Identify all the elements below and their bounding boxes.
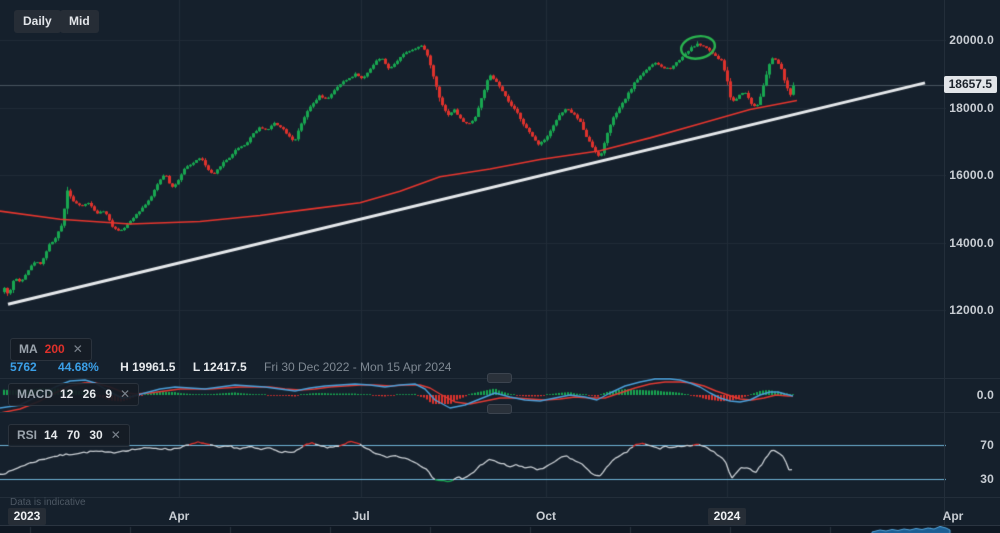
time-axis-label-oct: Oct	[535, 509, 556, 523]
low-value: L 12417.5	[192, 360, 247, 374]
macd-zero-label: 0.0	[976, 388, 994, 402]
ma-label: MA	[19, 342, 38, 356]
price-axis-label: 14000.0	[949, 235, 994, 250]
rsi-panel-canvas[interactable]	[0, 412, 946, 497]
price-axis-label: 20000.0	[949, 33, 994, 47]
price-axis-label: 18000.0	[949, 100, 994, 115]
last-price-badge: 18657.5	[943, 76, 997, 94]
timeframe-mid-button[interactable]: Mid	[60, 10, 99, 33]
time-axis-label-apr: Apr	[168, 509, 190, 523]
rsi-label: RSI	[17, 428, 38, 442]
ma-period: 200	[44, 342, 65, 356]
price-chart-canvas[interactable]	[0, 0, 946, 378]
macd-params: 12 26 9	[60, 387, 113, 401]
price-axis-label: 12000.0	[949, 303, 994, 317]
ma-indicator-chip[interactable]: MA 200 ✕	[10, 338, 92, 361]
macd-panel-canvas[interactable]	[0, 378, 946, 412]
timeframe-daily-button[interactable]: Daily	[14, 10, 61, 33]
time-axis-label-apr: Apr	[942, 509, 964, 523]
time-axis-label-jul: Jul	[352, 509, 370, 523]
macd-indicator-chip[interactable]: MACD 12 26 9 ✕	[8, 383, 140, 406]
price-axis-label: 16000.0	[949, 168, 994, 182]
date-range: Fri 30 Dec 2022 - Mon 15 Apr 2024	[264, 360, 452, 374]
panel-divider	[0, 497, 1000, 498]
rsi-upper-label: 70	[980, 437, 994, 452]
time-axis-label-2023: 2023	[0, 508, 57, 525]
time-axis-label-2024: 2024	[697, 508, 757, 525]
rsi-resize-handle[interactable]	[487, 404, 512, 414]
price-axis: 20000.0 18000.0 16000.0 14000.0 12000.0	[944, 0, 1000, 525]
change-percent: 44.68%	[58, 360, 99, 374]
macd-resize-handle[interactable]	[487, 373, 512, 383]
ma-close-icon[interactable]: ✕	[72, 342, 83, 356]
high-value: H 19961.5	[120, 360, 176, 374]
rsi-params: 14 70 30	[44, 428, 103, 442]
macd-close-icon[interactable]: ✕	[120, 387, 131, 401]
timeline-minimap	[0, 526, 1000, 533]
rsi-lower-label: 30	[980, 471, 994, 486]
bars-count: 5762	[10, 360, 37, 374]
rsi-close-icon[interactable]: ✕	[110, 428, 121, 442]
rsi-indicator-chip[interactable]: RSI 14 70 30 ✕	[8, 424, 130, 447]
macd-label: MACD	[17, 387, 53, 401]
disclaimer-text: Data is indicative	[10, 497, 86, 508]
timeline-scrollbar[interactable]	[0, 525, 1000, 533]
chart-info-row: 5762 44.68% H 19961.5 L 12417.5 Fri 30 D…	[10, 360, 451, 374]
